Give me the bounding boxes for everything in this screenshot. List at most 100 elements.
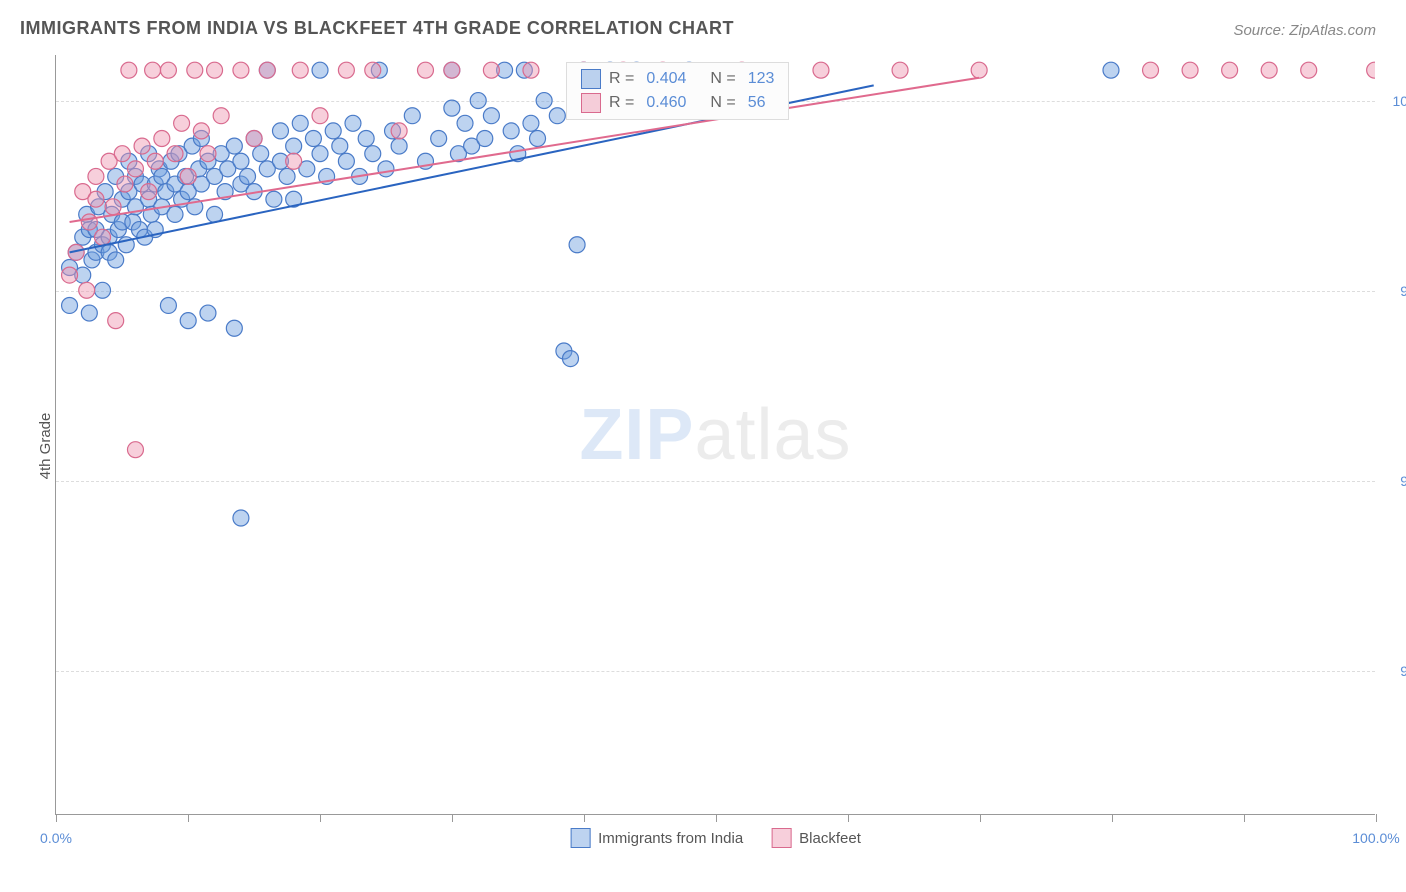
data-point <box>358 131 374 147</box>
data-point <box>365 62 381 78</box>
x-tick-label: 100.0% <box>1352 830 1399 846</box>
data-point <box>233 153 249 169</box>
data-point <box>523 62 539 78</box>
x-tick-label: 0.0% <box>40 830 72 846</box>
data-point <box>1222 62 1238 78</box>
data-point <box>292 62 308 78</box>
data-point <box>477 131 493 147</box>
data-point <box>246 131 262 147</box>
data-point <box>444 62 460 78</box>
data-point <box>444 100 460 116</box>
data-point <box>114 146 130 162</box>
legend-label: Blackfeet <box>799 830 861 847</box>
data-point <box>286 138 302 154</box>
data-point <box>141 184 157 200</box>
data-point <box>127 442 143 458</box>
data-point <box>1182 62 1198 78</box>
data-point <box>207 206 223 222</box>
x-tick <box>1244 814 1245 822</box>
data-point <box>145 62 161 78</box>
data-point <box>200 146 216 162</box>
data-point <box>345 115 361 131</box>
y-tick-label: 92.5% <box>1400 663 1406 679</box>
data-point <box>213 108 229 124</box>
data-point <box>79 282 95 298</box>
data-point <box>563 351 579 367</box>
data-point <box>483 62 499 78</box>
data-point <box>121 62 137 78</box>
data-point <box>971 62 987 78</box>
data-point <box>1261 62 1277 78</box>
data-point <box>108 313 124 329</box>
legend-r-value: 0.404 <box>646 70 686 88</box>
legend-item: Blackfeet <box>771 828 861 848</box>
x-tick <box>980 814 981 822</box>
data-point <box>180 168 196 184</box>
legend-n-label: N = <box>710 70 735 88</box>
data-point <box>391 123 407 139</box>
x-tick <box>716 814 717 822</box>
legend-r-value: 0.460 <box>646 94 686 112</box>
legend-n-value: 123 <box>748 70 775 88</box>
data-point <box>167 206 183 222</box>
data-point <box>160 62 176 78</box>
source-attribution: Source: ZipAtlas.com <box>1233 22 1376 39</box>
data-point <box>312 146 328 162</box>
data-point <box>105 199 121 215</box>
legend-n-value: 56 <box>748 94 766 112</box>
data-point <box>95 229 111 245</box>
legend-row: R = 0.404 N = 123 <box>581 69 774 89</box>
data-point <box>404 108 420 124</box>
data-point <box>226 138 242 154</box>
x-tick <box>848 814 849 822</box>
legend-r-label: R = <box>609 70 634 88</box>
data-point <box>240 168 256 184</box>
legend-swatch <box>570 828 590 848</box>
series-legend: Immigrants from India Blackfeet <box>570 828 861 848</box>
legend-swatch <box>771 828 791 848</box>
data-point <box>391 138 407 154</box>
data-point <box>1143 62 1159 78</box>
data-point <box>174 115 190 131</box>
data-point <box>272 123 288 139</box>
data-point <box>88 168 104 184</box>
legend-swatch <box>581 69 601 89</box>
legend-label: Immigrants from India <box>598 830 743 847</box>
data-point <box>312 62 328 78</box>
data-point <box>167 146 183 162</box>
data-point <box>207 62 223 78</box>
legend-n-label: N = <box>710 94 735 112</box>
y-tick-label: 97.5% <box>1400 283 1406 299</box>
data-point <box>233 510 249 526</box>
data-point <box>483 108 499 124</box>
data-point <box>180 313 196 329</box>
data-point <box>338 153 354 169</box>
data-point <box>431 131 447 147</box>
data-point <box>569 237 585 253</box>
data-point <box>286 153 302 169</box>
data-point <box>95 282 111 298</box>
y-axis-label: 4th Grade <box>37 413 54 480</box>
data-point <box>62 297 78 313</box>
x-tick <box>320 814 321 822</box>
x-tick <box>188 814 189 822</box>
data-point <box>325 123 341 139</box>
data-point <box>81 305 97 321</box>
data-point <box>549 108 565 124</box>
data-point <box>226 320 242 336</box>
correlation-legend: R = 0.404 N = 123 R = 0.460 N = 56 <box>566 62 789 120</box>
legend-r-label: R = <box>609 94 634 112</box>
data-point <box>332 138 348 154</box>
scatter-plot-svg <box>56 55 1375 814</box>
data-point <box>187 62 203 78</box>
legend-swatch <box>581 93 601 113</box>
data-point <box>253 146 269 162</box>
y-tick-label: 95.0% <box>1400 473 1406 489</box>
data-point <box>365 146 381 162</box>
data-point <box>503 123 519 139</box>
data-point <box>117 176 133 192</box>
data-point <box>470 93 486 109</box>
data-point <box>259 62 275 78</box>
data-point <box>292 115 308 131</box>
data-point <box>813 62 829 78</box>
